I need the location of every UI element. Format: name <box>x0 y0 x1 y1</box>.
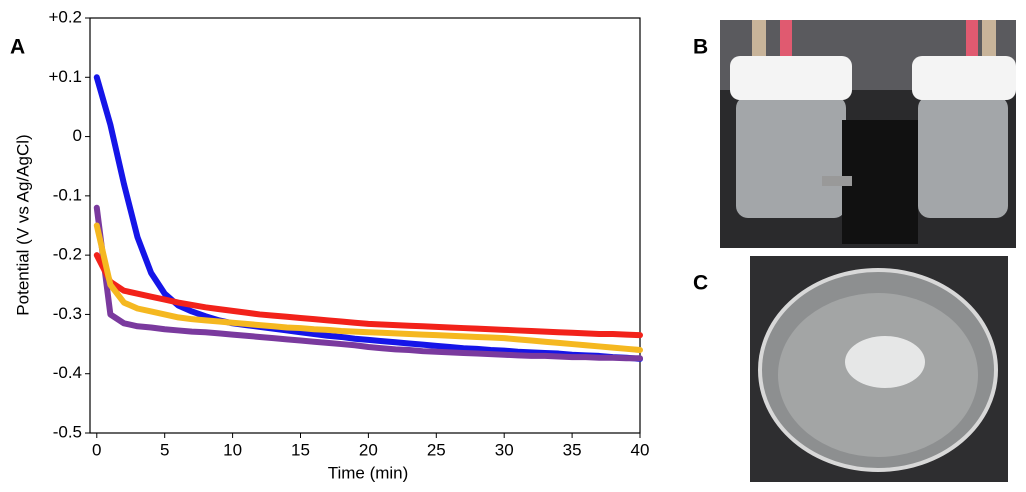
screw <box>822 176 852 186</box>
y-tick-label: +0.2 <box>48 7 82 26</box>
x-tick-label: 15 <box>291 440 310 459</box>
panel-label: C <box>693 272 708 295</box>
data-line <box>93 204 643 362</box>
photo-dish <box>750 256 1008 482</box>
y-tick-label: +0.1 <box>48 67 82 86</box>
y-tick-label: -0.1 <box>53 185 82 204</box>
x-tick-label: 20 <box>359 440 378 459</box>
x-tick-label: 40 <box>631 440 650 459</box>
y-tick-label: 0 <box>73 126 82 145</box>
crystals <box>845 336 925 388</box>
data-line <box>93 222 643 353</box>
vial <box>918 96 1008 218</box>
vial-cap <box>912 56 1016 100</box>
x-tick-label: 35 <box>563 440 582 459</box>
y-tick-label: -0.3 <box>53 304 82 323</box>
electrode <box>982 20 996 60</box>
vial <box>736 96 846 218</box>
plot-frame <box>89 17 641 434</box>
panel-label: A <box>10 36 25 59</box>
x-tick-label: 0 <box>92 440 101 459</box>
electrode <box>966 20 978 60</box>
vial-cap <box>730 56 852 100</box>
x-tick-label: 10 <box>223 440 242 459</box>
electrode <box>752 20 766 60</box>
x-tick-label: 25 <box>427 440 446 459</box>
y-tick-label: -0.4 <box>53 363 82 382</box>
x-axis-label: Time (min) <box>328 463 409 482</box>
electrode <box>780 20 792 60</box>
y-axis-label: Potential (V vs Ag/AgCl) <box>13 134 32 315</box>
x-tick-label: 30 <box>495 440 514 459</box>
clamp <box>842 120 918 244</box>
photo-cells <box>720 20 1016 248</box>
data-line <box>93 252 643 339</box>
x-tick-label: 5 <box>160 440 169 459</box>
panel-label: B <box>693 36 708 59</box>
y-tick-label: -0.2 <box>53 245 82 264</box>
y-tick-label: -0.5 <box>53 422 82 441</box>
